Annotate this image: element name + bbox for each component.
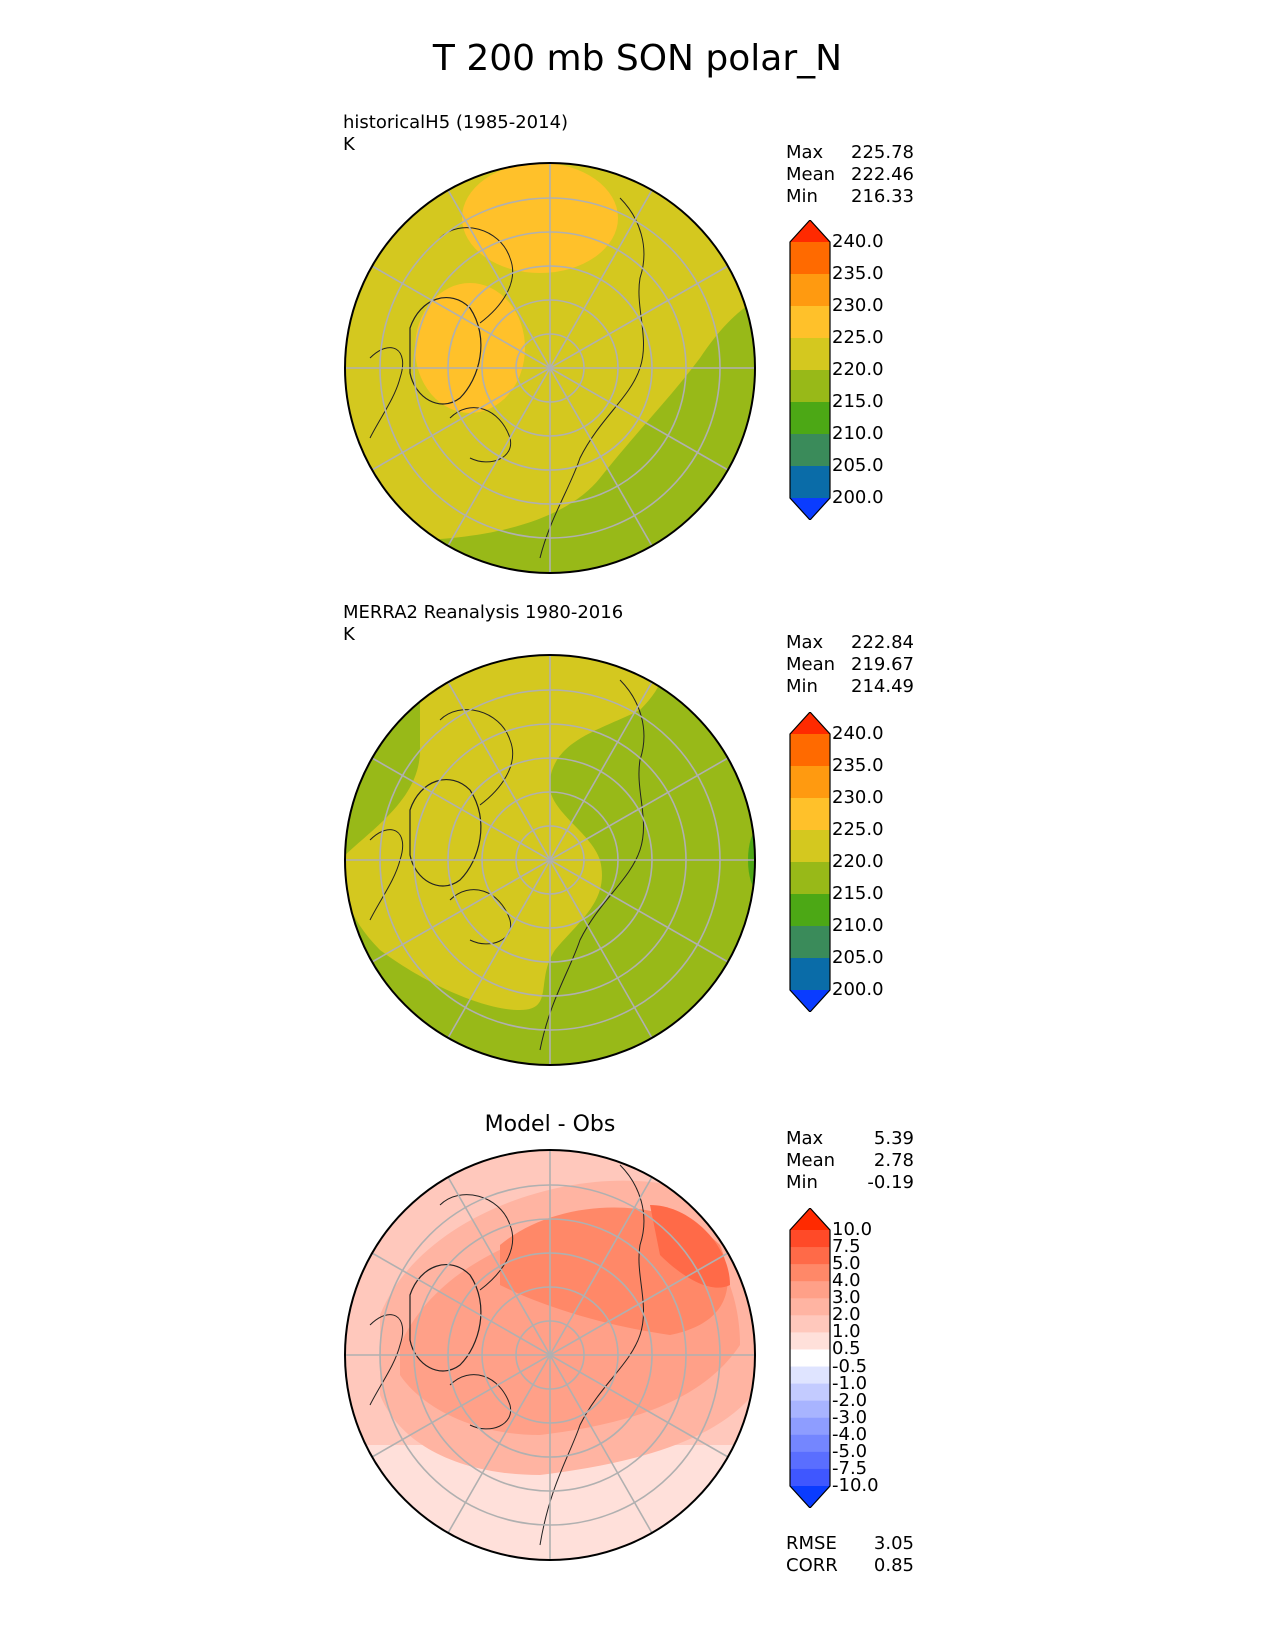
panel-2-polar-map xyxy=(344,654,756,1066)
panel-2-units: K xyxy=(343,624,355,645)
colorbar-tick-label: 205.0 xyxy=(832,947,884,968)
colorbar-segment xyxy=(790,830,830,863)
map-fill-215-220 xyxy=(345,298,755,573)
colorbar-segment xyxy=(790,1434,830,1453)
colorbar-outline xyxy=(789,220,831,520)
colorbar-tick-label: 200.0 xyxy=(832,487,884,508)
colorbar-segment xyxy=(790,242,830,275)
colorbar-tick-label: -1.0 xyxy=(832,1372,868,1394)
colorbar-segment xyxy=(790,894,830,927)
map-fill-225-230-b xyxy=(415,283,525,413)
colorbar-tick-label: -4.0 xyxy=(832,1423,868,1445)
colorbar-segment xyxy=(790,712,830,734)
colorbar-tick-label: -7.5 xyxy=(832,1457,868,1479)
figure-title: T 200 mb SON polar_N xyxy=(432,38,843,79)
colorbar-tick-label: -5.0 xyxy=(832,1440,868,1462)
colorbar-tick-label: 215.0 xyxy=(832,391,884,412)
colorbar-tick-label: -10.0 xyxy=(832,1475,879,1496)
colorbar-segment xyxy=(790,734,830,767)
colorbar-tick-label: 2.0 xyxy=(832,1304,861,1326)
colorbar-tick-label: 220.0 xyxy=(832,359,884,380)
colorbar-segment xyxy=(790,1486,830,1508)
colorbar-tick-label: 225.0 xyxy=(832,819,884,840)
panel-1-stats: Max 225.78 Mean 222.46 Min 216.33 xyxy=(786,142,914,207)
panel-3-bottom-stats: RMSE 3.05 CORR 0.85 xyxy=(786,1533,914,1576)
colorbar-segment xyxy=(790,1247,830,1265)
panel-2-colorbar xyxy=(789,712,831,1012)
colorbar-tick-label: 215.0 xyxy=(832,883,884,904)
colorbar-tick-label: 205.0 xyxy=(832,455,884,476)
colorbar-tick-label: 7.5 xyxy=(832,1236,861,1258)
colorbar-segment xyxy=(790,798,830,831)
panel-2-title: MERRA2 Reanalysis 1980-2016 xyxy=(343,602,624,623)
colorbar-tick-label: 3.0 xyxy=(832,1287,861,1309)
colorbar-tick-label: 0.5 xyxy=(832,1338,861,1360)
colorbar-segment xyxy=(790,306,830,339)
colorbar-segment xyxy=(790,1230,830,1248)
colorbar-tick-label: -2.0 xyxy=(832,1389,868,1411)
colorbar-segment xyxy=(790,1332,830,1350)
colorbar-tick-label: 1.0 xyxy=(832,1321,861,1343)
colorbar-tick-label: 240.0 xyxy=(832,231,884,252)
colorbar-segment xyxy=(790,958,830,991)
colorbar-segment xyxy=(790,990,830,1012)
panel-3-polar-map xyxy=(344,1149,756,1561)
colorbar-tick-label: 10.0 xyxy=(832,1219,873,1240)
colorbar-tick-label: 240.0 xyxy=(832,723,884,744)
colorbar-segment xyxy=(790,1315,830,1333)
colorbar-segment xyxy=(790,766,830,799)
panel-1-colorbar xyxy=(789,220,831,520)
colorbar-tick-label: 220.0 xyxy=(832,851,884,872)
colorbar-tick-label: 225.0 xyxy=(832,327,884,348)
colorbar-segment xyxy=(790,1281,830,1299)
colorbar-tick-label: 200.0 xyxy=(832,979,884,1000)
panel-3-stats: Max 5.39 Mean 2.78 Min -0.19 xyxy=(786,1128,914,1193)
colorbar-tick-label: -0.5 xyxy=(832,1355,868,1377)
colorbar-segment xyxy=(790,1208,830,1230)
colorbar-segment xyxy=(790,1468,830,1487)
colorbar-tick-label: 4.0 xyxy=(832,1270,861,1292)
panel-2-stats: Max 222.84 Mean 219.67 Min 214.49 xyxy=(786,632,914,697)
colorbar-tick-label: 210.0 xyxy=(832,915,884,936)
panel-1-polar-map xyxy=(344,162,756,574)
colorbar-segment xyxy=(790,402,830,435)
panel-3-title: Model - Obs xyxy=(484,1112,616,1137)
colorbar-segment xyxy=(790,862,830,895)
colorbar-segment xyxy=(790,926,830,959)
colorbar-segment xyxy=(790,1451,830,1470)
colorbar-segment xyxy=(790,1417,830,1436)
colorbar-tick-label: 235.0 xyxy=(832,263,884,284)
colorbar-segment xyxy=(790,1349,830,1368)
colorbar-tick-label: 230.0 xyxy=(832,295,884,316)
colorbar-segment xyxy=(790,370,830,403)
colorbar-tick-label: -3.0 xyxy=(832,1406,868,1428)
colorbar-tick-label: 235.0 xyxy=(832,755,884,776)
colorbar-tick-label: 210.0 xyxy=(832,423,884,444)
colorbar-segment xyxy=(790,1298,830,1316)
colorbar-segment xyxy=(790,1366,830,1385)
panel-1-units: K xyxy=(343,134,355,155)
colorbar-tick-label: 230.0 xyxy=(832,787,884,808)
colorbar-segment xyxy=(790,466,830,499)
colorbar-tick-label: 5.0 xyxy=(832,1253,861,1275)
colorbar-segment xyxy=(790,1383,830,1402)
map-graticule xyxy=(345,163,755,573)
colorbar-segment xyxy=(790,498,830,520)
panel-3-colorbar xyxy=(789,1208,831,1508)
colorbar-outline xyxy=(789,712,831,1012)
colorbar-outline xyxy=(789,1208,831,1508)
colorbar-segment xyxy=(790,274,830,307)
colorbar-segment xyxy=(790,434,830,467)
panel-1-title: historicalH5 (1985-2014) xyxy=(343,112,569,133)
colorbar-segment xyxy=(790,1400,830,1419)
colorbar-segment xyxy=(790,1264,830,1282)
map-fill-225-230-a xyxy=(462,163,618,273)
colorbar-segment xyxy=(790,220,830,242)
colorbar-segment xyxy=(790,338,830,371)
